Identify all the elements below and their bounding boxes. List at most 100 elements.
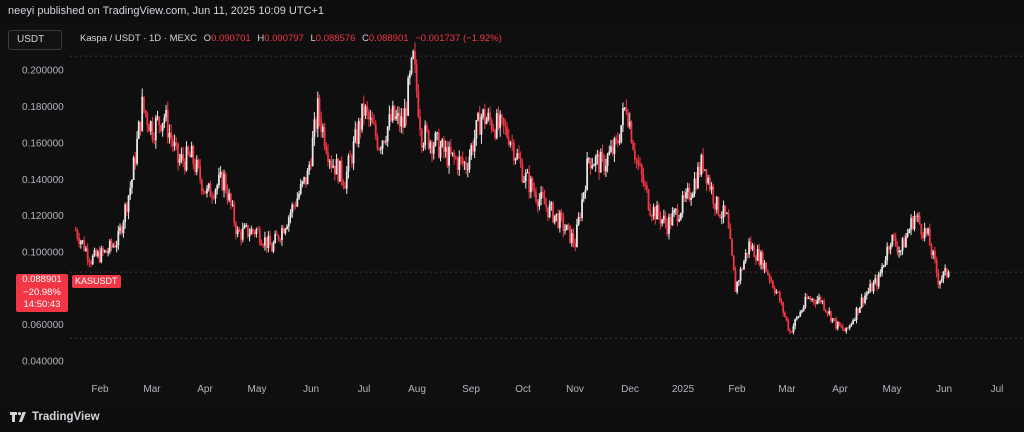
candle-body [461,157,464,164]
candle-body [299,184,302,194]
candle-body [647,189,650,210]
candle-body [594,156,597,166]
candle-body [333,165,336,175]
candle-body [199,165,202,180]
candle-body [869,283,872,292]
chart-area[interactable]: 0.200000 0.180000 0.160000 0.140000 0.120000… [0,22,1024,406]
candle-body [944,268,947,272]
candle-body [756,249,759,261]
candle-body [190,146,193,158]
candle-body [918,215,921,225]
legend-change: −0.001737 (−1.92%) [415,33,502,44]
candle-body [270,245,273,252]
candle-body [412,51,415,59]
candle-body [905,236,907,248]
candle-body [323,126,326,147]
candle-body [748,241,750,255]
candle-body [927,228,930,234]
candle-body [830,311,832,322]
candle-body [483,109,486,124]
candle-body [279,239,282,241]
candle-body [567,224,570,226]
candle-body [599,152,602,173]
candle-body [252,229,254,232]
candle-body [586,158,589,191]
candle-body [383,140,386,143]
candle-body [458,156,461,170]
candle-body [453,152,456,158]
candle-body [934,251,936,260]
candle-body [697,166,699,189]
candle-body [485,119,488,124]
candle-body [789,330,791,332]
candle-body [528,172,531,193]
x-tick-label: Jul [358,384,371,395]
candle-body [110,240,113,247]
candle-body [855,308,858,321]
candle-body [129,187,132,196]
candle-body [574,243,577,248]
footer: TradingView [0,406,1024,432]
candle-body [916,215,919,217]
candle-body [529,178,532,193]
candle-body [680,213,682,220]
candle-body [922,234,924,238]
candlestick-chart[interactable]: 0.200000 0.180000 0.160000 0.140000 0.120000… [0,22,1024,406]
candle-body [662,215,665,220]
candle-body [685,192,687,199]
candle-body [768,274,771,280]
candle-body [565,224,568,231]
candle-body [281,228,283,241]
candle-body [364,106,367,116]
candle-body [593,165,595,167]
x-tick-label: Mar [143,384,161,395]
candle-body [165,109,167,118]
candle-body [857,308,860,313]
candle-body [105,250,108,253]
candle-body [661,219,664,224]
candle-body [649,209,652,216]
candle-body [906,232,909,237]
candle-body [197,159,200,166]
candle-body [178,159,181,163]
candle-body [640,164,643,175]
candle-body [144,110,147,115]
candle-body [819,296,822,303]
candle-body [98,251,101,262]
candle-body [81,240,84,242]
legend-l-label: L [310,33,316,44]
tradingview-brand[interactable]: TradingView [10,411,100,423]
candle-body [707,177,710,184]
symbol-selector-button[interactable]: USDT [8,30,62,50]
candle-body [342,181,345,186]
candle-body [96,251,99,257]
candle-body [344,185,346,189]
candle-body [700,155,703,175]
candle-body [441,139,444,147]
candle-body [833,318,836,320]
candle-body [504,125,507,127]
candle-body [724,205,727,214]
candle-body [795,317,798,320]
candle-body [264,237,266,246]
candle-body [828,311,831,314]
candle-body [395,116,398,120]
candle-body [238,229,241,232]
candle-body [248,234,251,237]
candle-body [722,205,725,218]
candle-body [864,295,866,304]
candle-body [124,204,127,223]
last-price: 0.088901 [22,274,62,285]
candle-body [734,270,737,292]
x-tick-label: Jun [303,384,319,395]
candle-body [623,107,626,109]
candle-body [269,235,271,246]
candle-body [90,262,92,265]
candle-body [845,327,848,332]
candle-body [151,121,154,140]
candle-body [744,252,747,262]
candle-body [715,196,718,210]
candle-body [173,142,176,147]
candle-body [127,195,130,213]
candle-body [443,139,445,152]
